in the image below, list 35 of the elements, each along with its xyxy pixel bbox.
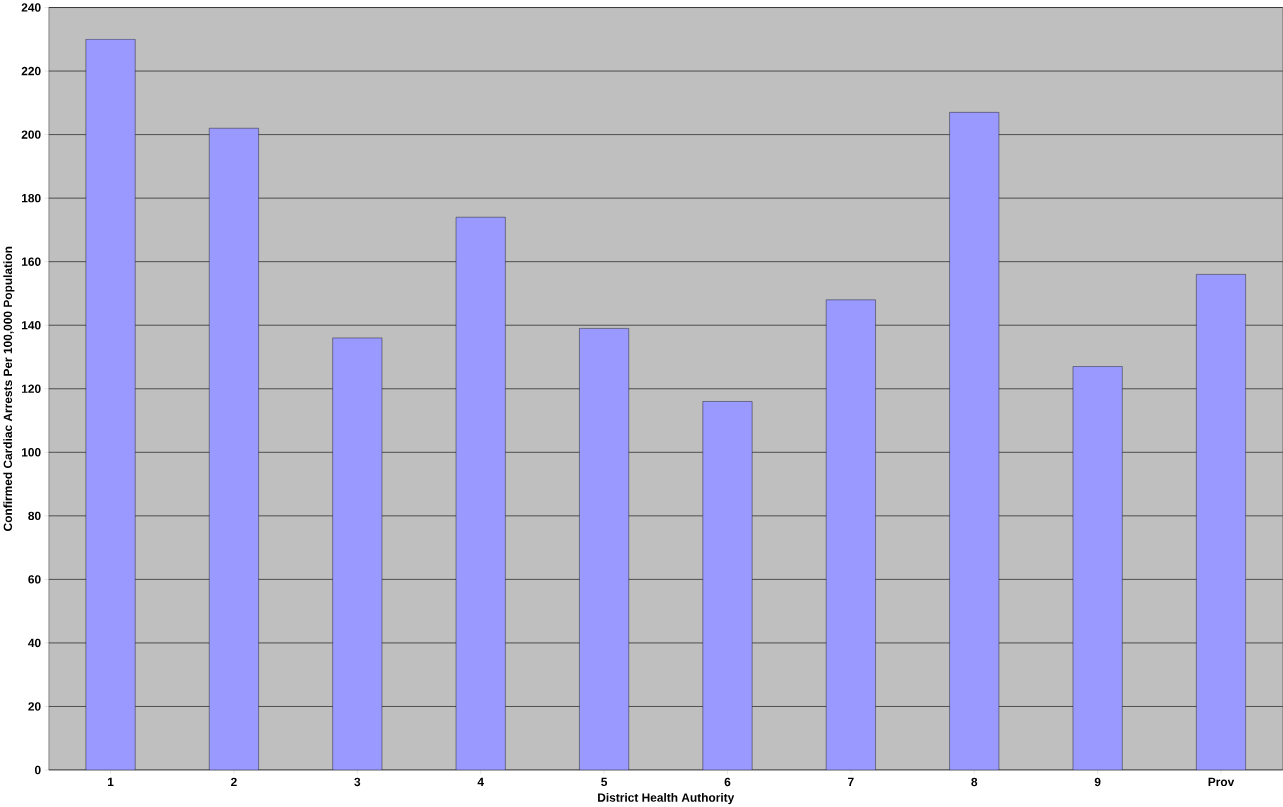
y-axis-title: Confirmed Cardiac Arrests Per 100,000 Population <box>3 246 15 531</box>
x-tick-label: Prov <box>1208 777 1235 786</box>
bar <box>1196 273 1246 770</box>
x-tick-label: 2 <box>231 777 237 786</box>
bar <box>579 327 629 770</box>
y-tick-label: 220 <box>21 66 41 76</box>
bar <box>455 216 506 770</box>
bar <box>85 38 136 770</box>
y-tick-label: 100 <box>21 447 41 457</box>
y-tick-label: 140 <box>21 320 41 330</box>
bar <box>1072 366 1123 770</box>
y-tick-label: 180 <box>21 193 41 203</box>
x-tick-label: 1 <box>107 777 114 786</box>
x-tick-label: 3 <box>354 777 361 786</box>
y-tick-label: 40 <box>28 638 41 647</box>
y-tick-label: 20 <box>28 702 41 711</box>
y-tick-label: 240 <box>21 3 41 12</box>
bar <box>825 299 876 770</box>
x-tick-label: 4 <box>477 777 484 786</box>
bar <box>332 337 383 770</box>
y-tick-label: 160 <box>21 257 41 266</box>
y-tick-label: 60 <box>28 574 41 584</box>
x-tick-label: 7 <box>848 777 854 786</box>
y-tick-label: 200 <box>21 130 41 139</box>
x-tick-label: 9 <box>1094 777 1101 786</box>
bar <box>702 401 753 770</box>
bar <box>209 127 259 770</box>
x-tick-label: 8 <box>971 777 978 786</box>
y-tick-label: 80 <box>28 511 41 520</box>
bar <box>949 111 1000 770</box>
x-axis-title: District Health Authority <box>598 792 735 804</box>
x-tick-label: 6 <box>724 777 731 786</box>
x-tick-label: 5 <box>601 777 608 786</box>
y-tick-label: 120 <box>21 384 41 393</box>
y-tick-label: 0 <box>34 765 41 774</box>
